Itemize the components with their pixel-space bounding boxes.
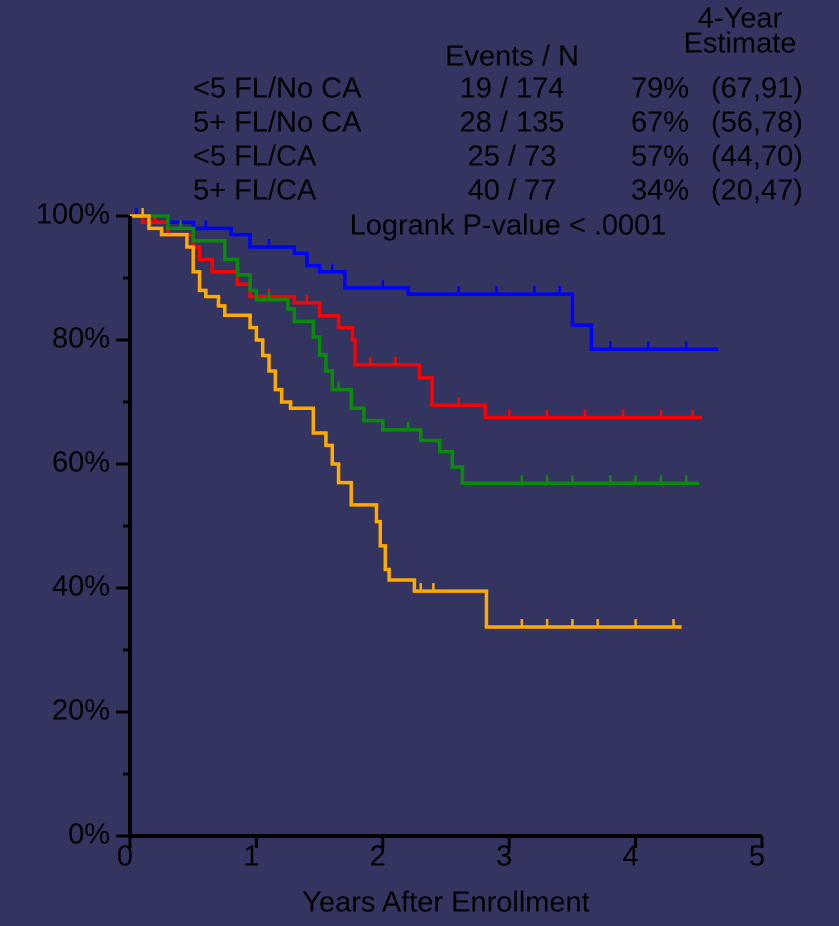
annotation: Logrank P-value < .0001 (350, 210, 667, 242)
legend-estimate: 67% (631, 107, 689, 139)
legend-name: <5 FL/No CA (193, 73, 362, 105)
x-tick-label: 5 (749, 841, 765, 873)
x-tick-label: 2 (370, 841, 386, 873)
y-tick-label: 100% (36, 199, 110, 231)
x-tick-label: 0 (117, 841, 133, 873)
legend-estimate: 57% (631, 141, 689, 173)
legend-ci: (44,70) (711, 141, 803, 173)
legend-events: 19 / 174 (460, 73, 565, 105)
y-tick-label: 60% (52, 447, 110, 479)
legend-events: 28 / 135 (460, 107, 565, 139)
x-tick-label: 4 (623, 841, 639, 873)
legend-ci: (67,91) (711, 73, 803, 105)
legend-name: 5+ FL/CA (193, 175, 317, 207)
legend-events: 25 / 73 (468, 141, 557, 173)
y-tick-label: 20% (52, 695, 110, 727)
legend-ci: (56,78) (711, 107, 803, 139)
y-tick-label: 40% (52, 571, 110, 603)
legend-ci: (20,47) (711, 175, 803, 207)
y-tick-label: 80% (52, 323, 110, 355)
x-tick-label: 3 (496, 841, 512, 873)
legend-events: 40 / 77 (468, 175, 557, 207)
x-tick-label: 1 (243, 841, 259, 873)
header-events: Events / N (445, 41, 579, 73)
x-axis-title: Years After Enrollment (302, 887, 589, 919)
header-estimate-bottom: Estimate (684, 28, 797, 60)
y-tick-label: 0% (68, 819, 110, 851)
legend-estimate: 34% (631, 175, 689, 207)
legend-name: <5 FL/CA (193, 141, 317, 173)
legend-name: 5+ FL/No CA (193, 107, 362, 139)
header-estimate-top: 4-Year (698, 3, 783, 35)
legend-estimate: 79% (631, 73, 689, 105)
